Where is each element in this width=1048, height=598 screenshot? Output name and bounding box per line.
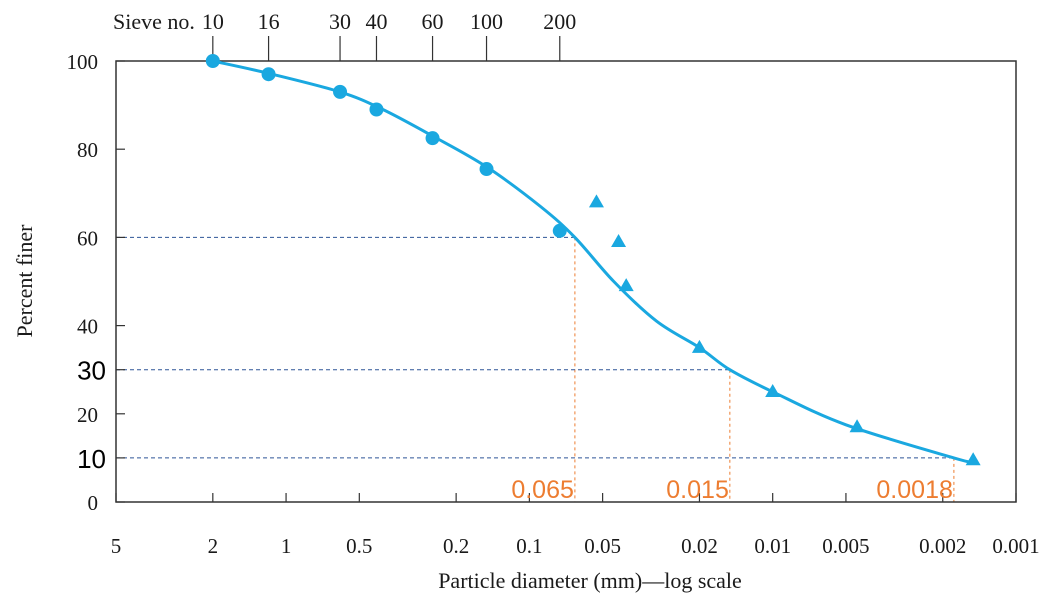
sieve-data-point	[425, 131, 440, 146]
y-tick-label: 10	[77, 444, 106, 474]
sieve-tick-label: 200	[543, 9, 576, 34]
sieve-data-point	[205, 54, 220, 68]
x-tick-label: 0.002	[919, 534, 966, 558]
sieve-tick-label: 100	[470, 9, 503, 34]
diameter-annotation: 0.065	[511, 476, 574, 504]
y-tick-label: 0	[88, 491, 99, 515]
y-tick-label: 40	[77, 315, 98, 339]
hydrometer-data-point	[618, 278, 634, 292]
x-tick-label: 0.005	[822, 534, 869, 558]
sieve-tick-label: 40	[365, 9, 387, 34]
x-tick-label: 1	[281, 534, 292, 558]
axes	[115, 60, 1017, 503]
y-tick-label: 20	[77, 403, 98, 427]
hydrometer-data-point	[691, 339, 707, 353]
diameter-annotation: 0.0018	[876, 476, 952, 504]
x-tick-label: 2	[208, 534, 219, 558]
sieve-data-point	[369, 102, 384, 117]
hydrometer-data-point	[965, 452, 981, 466]
x-tick-label: 0.02	[681, 534, 718, 558]
plot-frame	[115, 60, 1017, 503]
fitted-gradation-curve	[211, 59, 975, 464]
x-tick-label: 0.5	[346, 534, 372, 558]
data-markers	[205, 54, 981, 466]
annotations: 0.065 0.015 0.0018	[511, 476, 953, 504]
sieve-tick-label: 60	[422, 9, 444, 34]
sieve-tick-label: 10	[202, 9, 224, 34]
x-tick-label: 0.2	[443, 534, 469, 558]
top-axis-label: Sieve no.	[113, 9, 195, 34]
x-tick-label: 0.01	[754, 534, 791, 558]
y-axis-label: Percent finer	[12, 224, 37, 338]
ticks: 5 2 1 0.5 0.2 0.1 0.05 0.02 0.01 0.005 0.002 0.001 1…	[67, 9, 1040, 558]
x-axis-label: Particle diameter (mm)—log scale	[438, 568, 742, 593]
x-tick-label: 0.05	[584, 534, 621, 558]
x-tick-label: 5	[111, 534, 122, 558]
x-tick-label: 0.1	[516, 534, 542, 558]
y-tick-label: 80	[77, 138, 98, 162]
fitted-curve-layer	[211, 59, 975, 464]
sieve-data-point	[333, 84, 348, 99]
diameter-annotation: 0.015	[666, 476, 729, 504]
sieve-data-point	[552, 223, 567, 238]
hydrometer-data-point	[611, 234, 627, 248]
y-tick-label: 30	[77, 356, 106, 386]
hydrometer-data-point	[765, 383, 781, 397]
y-tick-label: 60	[77, 226, 98, 250]
sieve-tick-label: 16	[258, 9, 280, 34]
sieve-data-point	[261, 67, 276, 82]
sieve-tick-label: 30	[329, 9, 351, 34]
guide-lines	[116, 236, 955, 502]
sieve-data-point	[479, 162, 494, 177]
x-tick-label: 0.001	[992, 534, 1039, 558]
hydrometer-data-point	[849, 419, 865, 433]
y-tick-label: 100	[67, 50, 99, 74]
hydrometer-data-point	[588, 194, 604, 208]
